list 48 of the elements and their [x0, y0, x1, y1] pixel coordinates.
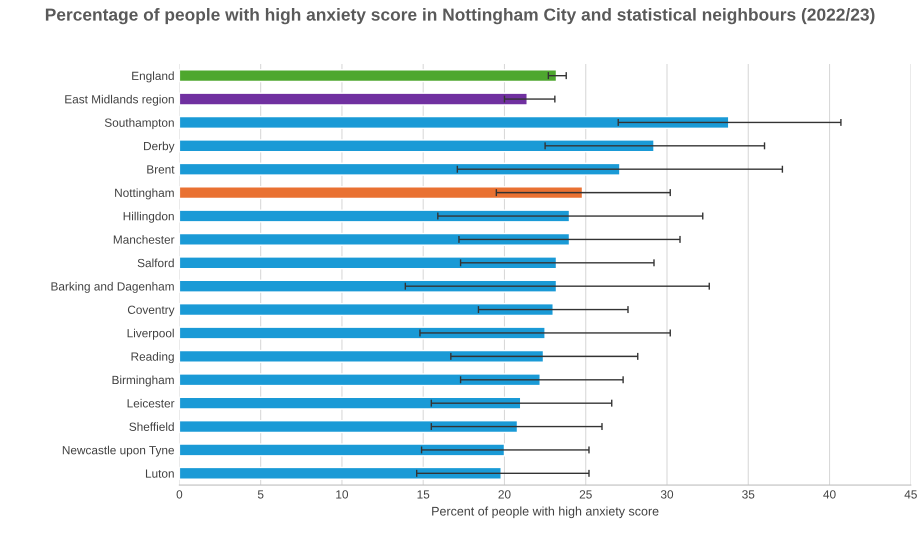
y-tick-label: Salford [138, 258, 174, 268]
x-tick-label: 5 [258, 490, 264, 499]
bar [179, 396, 522, 410]
x-tick-label: 40 [823, 490, 836, 499]
y-tick-label: Birmingham [112, 375, 174, 386]
x-tick-label: 15 [418, 490, 430, 499]
bar [179, 209, 570, 223]
bar [179, 350, 544, 363]
bar [179, 162, 621, 176]
x-tick-label: 35 [742, 490, 754, 499]
bar [179, 256, 558, 270]
bar [179, 232, 570, 246]
y-tick-label: Liverpool [128, 328, 174, 340]
bar [179, 326, 546, 340]
x-tick-label: 0 [176, 490, 182, 499]
y-tick-label: Reading [132, 352, 174, 364]
bar [179, 139, 655, 152]
y-tick-label: East Midlands region [65, 94, 174, 106]
y-tick-label: Derby [144, 142, 175, 153]
bar [179, 92, 528, 106]
chart-title: Percentage of people with high anxiety score in Nottingham City and statistical neighbours (2022/23) [46, 8, 874, 24]
x-axis-title: Percent of people with high anxiety score [432, 506, 659, 518]
y-tick-label: Sheffield [129, 422, 174, 431]
x-tick-label: 30 [660, 490, 674, 499]
bar [179, 280, 558, 293]
y-tick-label: Nottingham [115, 188, 174, 200]
bar [179, 303, 554, 316]
x-tick-label: 45 [904, 490, 917, 499]
y-tick-label: Hillingdon [124, 212, 174, 223]
y-tick-label: Coventry [128, 306, 175, 316]
x-tick-label: 20 [498, 490, 511, 499]
bar [179, 69, 558, 82]
y-tick-label: Barking and Dagenham [51, 282, 174, 293]
bar [179, 420, 518, 434]
x-tick-label: 25 [580, 490, 592, 499]
y-tick-label: Southampton [104, 118, 174, 130]
bar [179, 116, 730, 129]
bar [179, 373, 541, 386]
y-tick-label: Newcastle upon Tyne [62, 446, 174, 457]
bar [179, 466, 502, 480]
bar [179, 186, 584, 200]
x-tick-label: 10 [336, 490, 348, 499]
y-tick-label: Manchester [114, 235, 174, 244]
y-tick-label: Leicester [128, 398, 174, 408]
y-tick-label: Luton [146, 469, 174, 478]
bar [179, 443, 506, 456]
y-tick-label: England [132, 71, 174, 82]
y-tick-label: Brent [147, 165, 174, 174]
